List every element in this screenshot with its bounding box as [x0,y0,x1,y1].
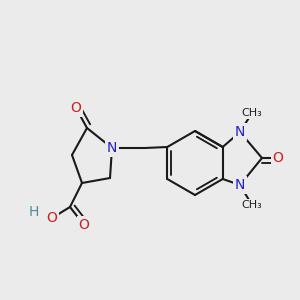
Text: N: N [235,178,245,192]
Text: O: O [70,101,81,115]
Text: CH₃: CH₃ [242,108,262,118]
Text: N: N [235,125,245,139]
Text: O: O [273,151,283,165]
Text: O: O [46,211,57,225]
Text: O: O [79,218,89,232]
Text: CH₃: CH₃ [242,200,262,210]
Text: N: N [107,141,117,155]
Text: H: H [29,205,39,219]
